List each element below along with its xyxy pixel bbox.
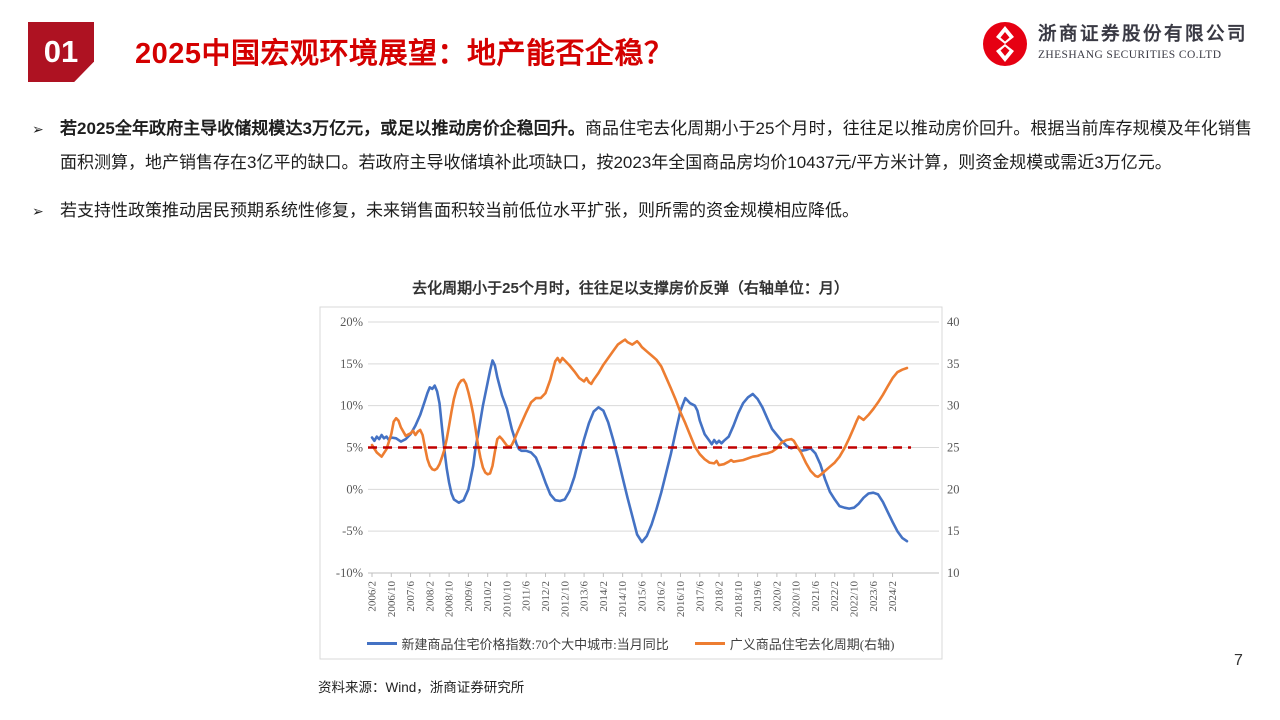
chart-border [319,306,943,660]
x-axis-tick-label: 2007/6 [405,581,417,612]
price-index-line [370,359,909,544]
x-axis-tick-label: 2022/2 [829,581,841,612]
x-axis-tick-label: 2016/2 [656,581,668,612]
destocking-cycle-line [370,338,909,479]
x-axis-tick-label: 2018/10 [733,581,745,618]
dual-axis-line-chart: 20% 40 15% 35 10% 30 5% 25 0% 20 -5% 15 -10% 10 2006/2… [319,306,960,660]
company-name-cn: 浙商证券股份有限公司 [1037,23,1248,44]
bullet-1-bold-text: 若2025全年政府主导收储规模达3万亿元，或足以推动房价企稳回升。 [60,119,585,138]
x-axis-tick-label: 2006/10 [386,581,398,618]
right-axis-tick-label: 20 [947,482,960,496]
x-axis-tick-label: 2024/2 [887,581,899,612]
section-number: 01 [43,34,79,69]
legend-item-destocking-cycle: 广义商品住宅去化周期(右轴) [694,634,895,653]
logo-text: 浙商证券股份有限公司 ZHESHANG SECURITIES CO.LTD [1038,20,1248,61]
legend-label-destocking-cycle: 广义商品住宅去化周期(右轴) [729,637,895,652]
page-title: 2025中国宏观环境展望：地产能否企稳？ [135,38,674,70]
left-axis-tick-label: -10% [336,566,363,580]
x-axis-tick-label: 2021/6 [810,581,822,612]
data-source-note: 资料来源：Wind，浙商证券研究所 [318,680,525,695]
right-axis-tick-label: 10 [947,566,960,580]
x-axis-tick-label: 2008/10 [444,581,456,618]
x-axis-tick-label: 2023/6 [868,581,880,612]
x-axis-tick-label: 2012/10 [559,581,571,618]
legend-item-price-index: 新建商品住宅价格指数:70个大中城市:当月同比 [366,634,669,653]
x-axis-tick-label: 2018/2 [714,581,726,612]
page-number: 7 [1234,652,1243,669]
company-logo: 浙商证券股份有限公司 ZHESHANG SECURITIES CO.LTD [981,20,1248,68]
company-name-en: ZHESHANG SECURITIES CO.LTD [1037,49,1222,61]
right-axis-tick-label: 30 [947,399,960,413]
x-axis-tick-label: 2016/10 [675,581,687,618]
left-axis-tick-label: -5% [342,524,363,538]
right-axis-tick-label: 15 [947,524,960,538]
x-axis-tick-label: 2013/6 [579,581,591,612]
orange-line-swatch [694,642,725,645]
x-axis-tick-label: 2022/10 [849,581,861,618]
left-axis-tick-label: 20% [340,315,363,329]
zheshang-logo-icon [982,22,1027,66]
bullet-2-text: 若支持性政策推动居民预期系统性修复，未来销售面积较当前低位水平扩张，则所需的资金… [60,201,859,220]
left-axis-tick-label: 10% [340,399,363,413]
chart-title: 去化周期小于25个月时，往往足以支撑房价反弹（右轴单位：月） [412,280,849,297]
right-axis-tick-label: 25 [947,441,960,455]
left-axis-tick-label: 0% [346,482,363,496]
x-axis-tick-label: 2014/10 [617,581,629,618]
legend-label-price-index: 新建商品住宅价格指数:70个大中城市:当月同比 [401,637,669,652]
bullet-1-text: 商品住宅去化周期小于25个月时，往往足以推动房价回升。根据当前库存规模及年化销售… [60,119,1252,172]
x-axis-tick-label: 2010/10 [501,581,513,618]
bullet-1: ➢ 若2025全年政府主导收储规模达3万亿元，或足以推动房价企稳回升。商品住宅去化… [30,112,1252,180]
section-number-box: 01 [28,22,94,82]
x-axis-tick-label: 2011/6 [521,581,533,612]
arrow-bullet-icon: ➢ [32,203,44,219]
x-axis-tick-label: 2017/6 [694,581,706,612]
left-axis-tick-label: 15% [340,357,363,371]
chart-legend: 新建商品住宅价格指数:70个大中城市:当月同比 广义商品住宅去化周期(右轴) [318,634,943,653]
x-axis-tick-label: 2012/2 [540,581,552,612]
x-axis-tick-label: 2014/2 [598,581,610,612]
x-axis-tick-label: 2010/2 [482,581,494,612]
x-axis-tick-label: 2006/2 [367,581,379,612]
bullet-2: ➢ 若支持性政策推动居民预期系统性修复，未来销售面积较当前低位水平扩张，则所需的资… [30,194,1252,228]
body-text: ➢ 若2025全年政府主导收储规模达3万亿元，或足以推动房价企稳回升。商品住宅去化… [30,112,1252,242]
left-axis-tick-label: 5% [346,441,363,455]
x-axis-tick-label: 2008/2 [424,581,436,612]
x-axis-tick-label: 2009/6 [463,581,475,612]
x-axis-tick-label: 2020/2 [771,581,783,612]
arrow-bullet-icon: ➢ [32,121,44,137]
right-axis-tick-label: 35 [947,357,960,371]
x-axis-tick-label: 2019/6 [752,581,764,612]
right-axis-tick-label: 40 [947,315,960,329]
x-axis-tick-label: 2020/10 [791,581,803,618]
x-axis-tick-label: 2015/6 [636,581,648,612]
blue-line-swatch [366,642,397,645]
